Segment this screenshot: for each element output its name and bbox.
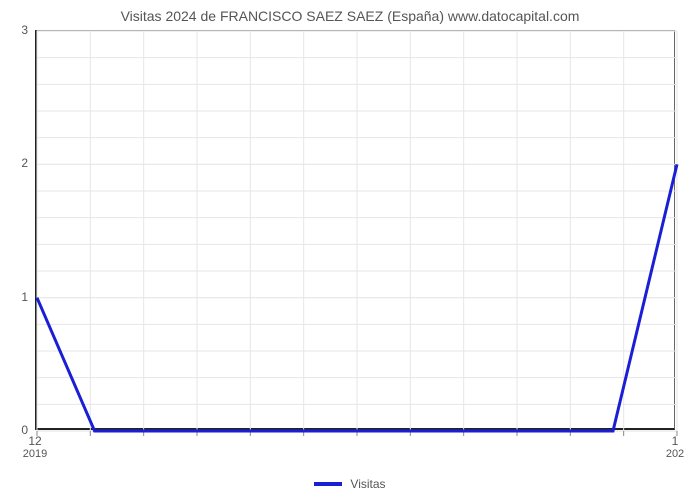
- y-tick-label: 1: [21, 290, 28, 304]
- legend-label: Visitas: [350, 477, 385, 491]
- chart-container: Visitas 2024 de FRANCISCO SAEZ SAEZ (Esp…: [0, 0, 700, 500]
- x-tick-sublabel: 2019: [23, 448, 47, 460]
- legend: Visitas: [0, 476, 700, 491]
- x-tick-label: 1: [672, 434, 679, 448]
- x-tick-sublabel: 202: [666, 448, 684, 460]
- plot-area: [35, 30, 675, 430]
- chart-title: Visitas 2024 de FRANCISCO SAEZ SAEZ (Esp…: [0, 8, 700, 24]
- x-tick-label: 12: [28, 434, 41, 448]
- legend-swatch: [314, 482, 342, 486]
- plot-svg: [37, 31, 677, 431]
- y-tick-label: 3: [21, 23, 28, 37]
- y-tick-label: 2: [21, 156, 28, 170]
- y-tick-label: 0: [21, 423, 28, 437]
